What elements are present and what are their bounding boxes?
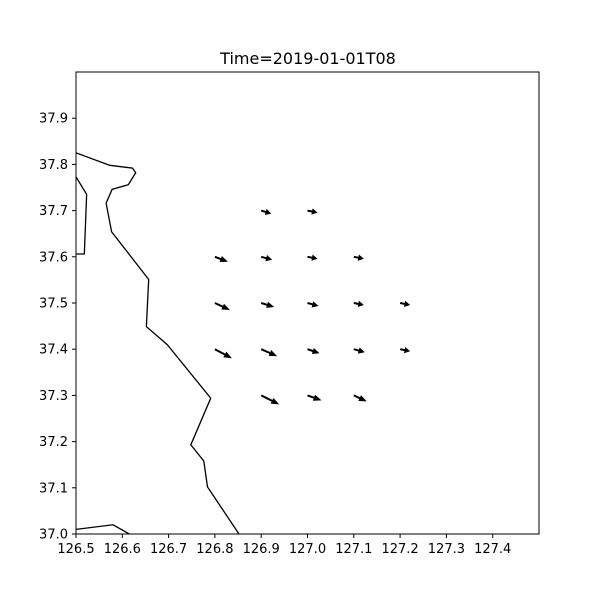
x-tick-label: 127.4	[474, 542, 511, 557]
wind-vector-arrow	[399, 300, 411, 308]
y-axis: 37.0 37.1 37.2 37.3 37.4 37.5 37.6 37.7 37.8 37.9	[39, 112, 76, 543]
y-tick-label: 37.8	[39, 158, 68, 173]
x-axis: 126.5 126.6 126.7 126.8 126.9 127.0 127.1 127.2…	[57, 534, 511, 557]
wind-vector-arrow	[353, 254, 364, 261]
wind-vector-arrow	[214, 302, 230, 310]
wind-vector-arrow	[307, 394, 322, 401]
wind-vector-arrow	[307, 347, 320, 355]
wind-vector-arrow	[399, 346, 411, 354]
y-tick-label: 37.3	[39, 389, 68, 404]
x-tick-label: 126.9	[243, 542, 280, 557]
y-tick-label: 37.9	[39, 112, 68, 127]
y-tick-label: 37.1	[39, 481, 68, 496]
y-tick-label: 37.7	[39, 204, 68, 219]
x-tick-label: 127.3	[428, 542, 465, 557]
wind-vector-arrow	[214, 348, 232, 359]
wind-vector-arrow	[260, 301, 275, 308]
wind-vector-arrow	[307, 254, 318, 261]
coastline-layer	[76, 152, 240, 534]
wind-vector-arrow	[260, 394, 280, 405]
x-tick-label: 126.8	[196, 542, 233, 557]
y-tick-label: 37.6	[39, 250, 68, 265]
coastline-2	[76, 524, 130, 534]
y-tick-label: 37.4	[39, 343, 68, 358]
x-tick-label: 127.1	[335, 542, 372, 557]
wind-vector-arrow	[353, 394, 367, 402]
chart-title: Time=2019-01-01T08	[219, 49, 396, 68]
wind-vector-arrow	[260, 348, 278, 357]
x-tick-label: 126.5	[57, 542, 94, 557]
wind-vector-arrow	[260, 208, 272, 216]
x-tick-label: 126.6	[104, 542, 141, 557]
x-tick-label: 127.2	[381, 542, 418, 557]
x-tick-label: 126.7	[150, 542, 187, 557]
coastline-1	[76, 176, 88, 255]
y-tick-label: 37.0	[39, 528, 68, 543]
wind-vector-arrow	[260, 255, 273, 262]
y-tick-label: 37.2	[39, 435, 68, 450]
y-tick-label: 37.5	[39, 297, 68, 312]
x-tick-label: 127.0	[289, 542, 326, 557]
wind-vector-arrow	[307, 301, 319, 308]
wind-vector-arrow	[307, 208, 318, 215]
vector-arrow-layer	[214, 208, 411, 405]
wind-vector-arrow	[353, 347, 365, 354]
wind-vector-arrow	[353, 300, 364, 308]
wind-vector-arrow	[214, 255, 228, 263]
coastline-0	[76, 152, 240, 534]
